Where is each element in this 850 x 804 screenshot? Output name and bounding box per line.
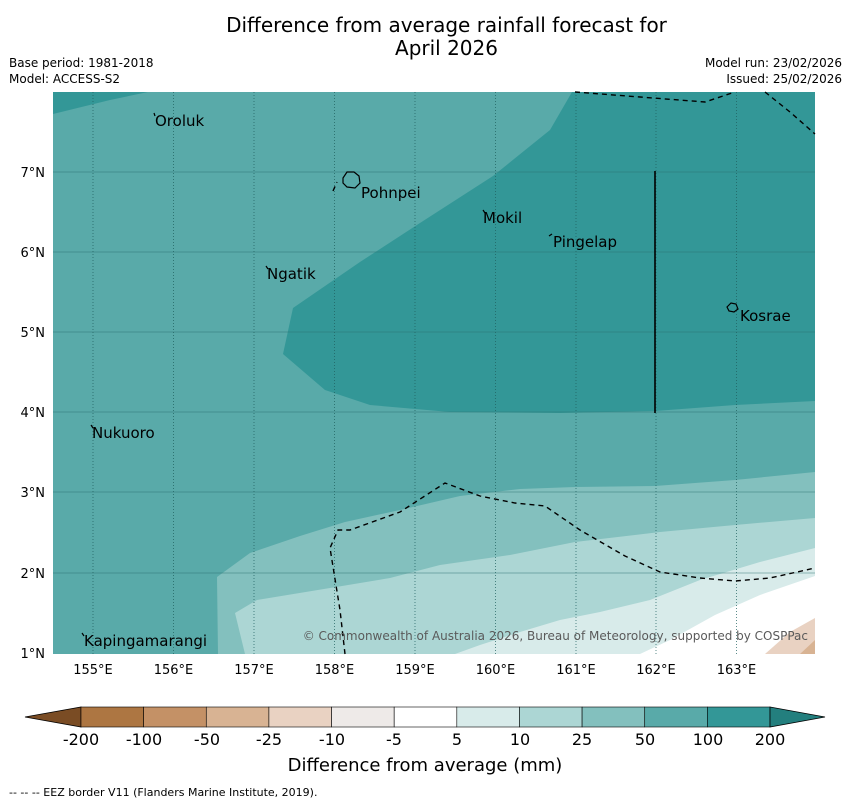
colorbar-label: 50 xyxy=(635,730,655,749)
place-label: Ngatik xyxy=(267,265,316,283)
region-minus-dark xyxy=(800,640,815,654)
region-neutral xyxy=(640,576,815,654)
nukuoro-dot xyxy=(90,424,94,429)
colorbar-label: -50 xyxy=(194,730,220,749)
lon-tick-label: 159°E xyxy=(395,663,435,678)
colorbar-cell xyxy=(268,706,332,728)
lon-tick-label: 157°E xyxy=(234,663,274,678)
lon-tick-label: 163°E xyxy=(717,663,757,678)
colorbar-cell xyxy=(80,706,144,728)
colorbar-cell xyxy=(707,706,771,728)
map-plot-area xyxy=(53,92,815,654)
colorbar-cell xyxy=(644,706,708,728)
gridlines xyxy=(92,92,737,654)
model-text: Model: ACCESS-S2 xyxy=(9,72,121,86)
lat-axis-labels: 7°N 6°N 5°N 4°N 3°N 2°N 1°N xyxy=(21,166,46,662)
lat-tick-label: 5°N xyxy=(21,326,46,341)
mokil-dot xyxy=(482,209,486,214)
lon-tick-label: 155°E xyxy=(73,663,113,678)
chart-title: Difference from average rainfall forecas… xyxy=(0,14,850,60)
meta-left: Base period: 1981-2018 Model: ACCESS-S2 xyxy=(9,55,154,87)
place-label: Kosrae xyxy=(740,307,791,325)
place-labels: Oroluk Pohnpei Mokil Pingelap Ngatik Kos… xyxy=(84,112,791,650)
pohnpei-island xyxy=(342,171,361,189)
lon-tick-label: 158°E xyxy=(315,663,355,678)
colorbar-cell xyxy=(205,706,270,728)
colorbar-labels: -200 -100 -50 -25 -10 -5 5 10 25 50 100 … xyxy=(63,730,785,749)
base-period-text: Base period: 1981-2018 xyxy=(9,56,154,70)
model-run-text: Model run: 23/02/2026 xyxy=(704,56,842,70)
lat-tick-label: 2°N xyxy=(21,567,46,582)
islands xyxy=(81,112,739,637)
colorbar-cell xyxy=(331,706,395,728)
lat-tick-label: 3°N xyxy=(21,486,46,501)
place-label: Nukuoro xyxy=(92,424,155,442)
kosrae-island xyxy=(726,302,739,313)
place-label: Oroluk xyxy=(155,112,204,130)
kapinga-dot xyxy=(81,632,85,637)
colorbar-extend-high xyxy=(769,706,826,728)
footer-note: -- -- -- EEZ border V11 (Flanders Marine… xyxy=(9,786,318,799)
colorbar-cells xyxy=(80,706,771,728)
eez-border-pohnpei xyxy=(332,181,338,192)
colorbar-cell xyxy=(519,706,583,728)
colorbar-cell xyxy=(143,706,207,728)
place-label: Pohnpei xyxy=(361,184,421,202)
eez-border-top xyxy=(574,91,736,103)
colorbar-label: -10 xyxy=(319,730,345,749)
colorbar-extend-low xyxy=(24,706,82,728)
colorbar-label: -200 xyxy=(63,730,99,749)
lon-tick-label: 161°E xyxy=(556,663,596,678)
lat-tick-label: 7°N xyxy=(21,166,46,181)
colorbar-cell xyxy=(393,706,458,728)
meta-right: Model run: 23/02/2026 Issued: 25/02/2026 xyxy=(705,55,842,87)
issued-text: Issued: 25/02/2026 xyxy=(726,72,842,86)
colorbar-label: 25 xyxy=(572,730,592,749)
title-line-2: April 2026 xyxy=(395,36,498,60)
region-minus xyxy=(765,618,815,654)
colorbar-label: 5 xyxy=(452,730,462,749)
lon-tick-label: 160°E xyxy=(476,663,516,678)
colorbar-label: -100 xyxy=(126,730,162,749)
pingelap-dot xyxy=(548,233,553,237)
ngatik-dot xyxy=(265,265,269,270)
eez-borders xyxy=(329,91,816,655)
lat-tick-label: 6°N xyxy=(21,246,46,261)
colorbar-label: -25 xyxy=(256,730,282,749)
colorbar: -200 -100 -50 -25 -10 -5 5 10 25 50 100 … xyxy=(24,706,826,749)
region-upper-left-dark xyxy=(53,92,148,114)
colorbar-cell xyxy=(581,706,646,728)
place-label: Mokil xyxy=(483,209,522,227)
copyright-text: © Commonwealth of Australia 2026, Bureau… xyxy=(303,629,808,643)
lat-tick-label: 4°N xyxy=(21,406,46,421)
eez-border-top-right xyxy=(764,91,816,135)
lat-tick-label: 1°N xyxy=(21,647,46,662)
colorbar-cell xyxy=(456,706,520,728)
colorbar-label: -5 xyxy=(386,730,402,749)
colorbar-label: 100 xyxy=(693,730,724,749)
oroluk-dot xyxy=(153,112,156,117)
lat-lines xyxy=(53,171,815,574)
place-label: Pingelap xyxy=(553,233,617,251)
colorbar-label: 10 xyxy=(510,730,530,749)
place-label: Kapingamarangi xyxy=(84,632,207,650)
colorbar-label: 200 xyxy=(755,730,786,749)
lon-tick-label: 162°E xyxy=(636,663,676,678)
lon-axis-labels: 155°E 156°E 157°E 158°E 159°E 160°E 161°… xyxy=(73,663,756,678)
lon-tick-label: 156°E xyxy=(154,663,194,678)
colorbar-title: Difference from average (mm) xyxy=(287,755,563,776)
title-line-1: Difference from average rainfall forecas… xyxy=(226,13,667,37)
eez-border-south xyxy=(329,482,816,655)
